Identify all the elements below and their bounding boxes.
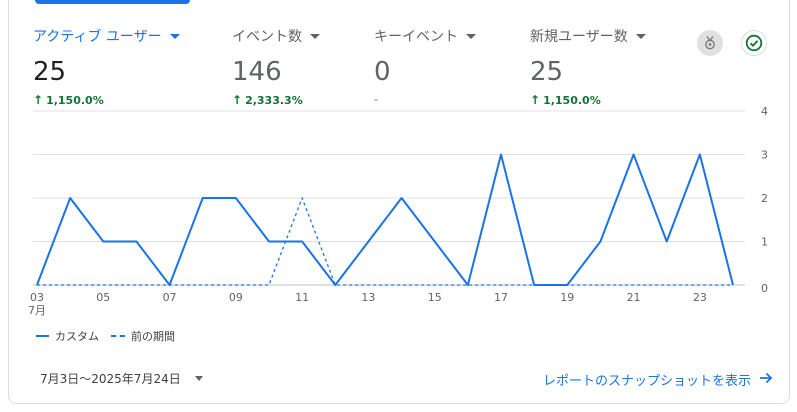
arrow-up-icon: ↑: [33, 93, 44, 107]
y-tick-label: 1: [761, 236, 768, 249]
x-tick-label: 07: [163, 291, 177, 304]
series-line-previous: [37, 197, 733, 286]
legend-label: カスタム: [55, 330, 99, 343]
metric-change-value: 1,150.0%: [543, 93, 601, 107]
metric-value: 25: [33, 57, 67, 87]
snapshot-link-label: レポートのスナップショットを表示: [542, 374, 751, 389]
legend-dashed-line-icon: [111, 335, 125, 337]
x-tick-label: 17: [494, 291, 508, 304]
y-tick-label: 2: [761, 192, 768, 205]
metric-event-count[interactable]: イベント数 146 ↑ 2,333.3%: [232, 26, 320, 107]
metric-change-value: -: [374, 93, 378, 106]
date-range-selector[interactable]: 7月3日〜2025年7月24日: [40, 370, 203, 387]
metric-change: ↑ 1,150.0%: [33, 93, 180, 107]
metric-change: ↑ 1,150.0%: [530, 93, 646, 107]
x-tick-label: 09: [229, 291, 243, 304]
metric-new-users[interactable]: 新規ユーザー数 25 ↑ 1,150.0%: [530, 26, 646, 107]
metric-change: ↑ 2,333.3%: [232, 93, 320, 107]
legend-label: 前の期間: [131, 330, 175, 343]
x-tick-label: 11: [295, 291, 309, 304]
chevron-down-icon[interactable]: [466, 33, 476, 39]
check-circle-icon[interactable]: [741, 30, 767, 56]
chevron-down-icon[interactable]: [169, 33, 180, 39]
arrow-up-icon: ↑: [530, 93, 541, 107]
x-tick-label: 19: [560, 291, 574, 304]
view-snapshot-link[interactable]: レポートのスナップショットを表示: [543, 370, 773, 389]
metric-label-text: キーイベント: [374, 29, 458, 45]
metric-label-text: 新規ユーザー数: [530, 29, 628, 45]
legend-solid-line-icon: [36, 335, 49, 337]
metric-value: 25: [530, 57, 564, 87]
x-month-label: 7月: [28, 304, 46, 317]
x-tick-label: 05: [96, 291, 110, 304]
arrow-up-icon: ↑: [232, 93, 243, 107]
x-tick-label: 13: [361, 291, 375, 304]
chevron-down-icon[interactable]: [310, 33, 320, 39]
y-tick-label: 4: [761, 105, 768, 118]
legend-item-current: カスタム: [36, 328, 99, 344]
metric-value: 0: [374, 57, 391, 87]
y-tick-label: 3: [761, 149, 768, 162]
metric-label-text: イベント数: [232, 29, 302, 45]
metric-change: -: [374, 93, 476, 106]
metric-change-value: 2,333.3%: [245, 93, 303, 107]
metric-value: 146: [232, 57, 282, 87]
metric-active-users[interactable]: アクティブ ユーザー 25 ↑ 1,150.0%: [33, 26, 180, 107]
y-tick-label: 0: [761, 282, 768, 295]
metric-change-value: 1,150.0%: [46, 93, 104, 107]
metric-event-count-label[interactable]: イベント数: [232, 26, 320, 46]
chevron-down-icon[interactable]: [635, 33, 646, 39]
x-tick-label: 23: [693, 291, 707, 304]
active-tab-indicator: [35, 0, 190, 4]
x-tick-label: 15: [428, 291, 442, 304]
arrow-right-icon: [759, 371, 773, 389]
chevron-down-icon[interactable]: [194, 376, 203, 381]
x-tick-label: 21: [627, 291, 641, 304]
metric-active-users-label[interactable]: アクティブ ユーザー: [33, 26, 180, 46]
legend-item-previous: 前の期間: [111, 328, 175, 344]
metric-key-events[interactable]: キーイベント 0 -: [374, 26, 476, 106]
medal-icon[interactable]: [697, 30, 723, 56]
x-tick-label: 03: [30, 291, 44, 304]
date-range-label: 7月3日〜2025年7月24日: [40, 372, 181, 386]
metric-new-users-label[interactable]: 新規ユーザー数: [530, 26, 646, 46]
metric-label-text: アクティブ ユーザー: [33, 29, 162, 45]
chart-legend: カスタム 前の期間: [36, 328, 187, 344]
series-line-current: [36, 153, 734, 286]
metric-key-events-label[interactable]: キーイベント: [374, 26, 476, 46]
